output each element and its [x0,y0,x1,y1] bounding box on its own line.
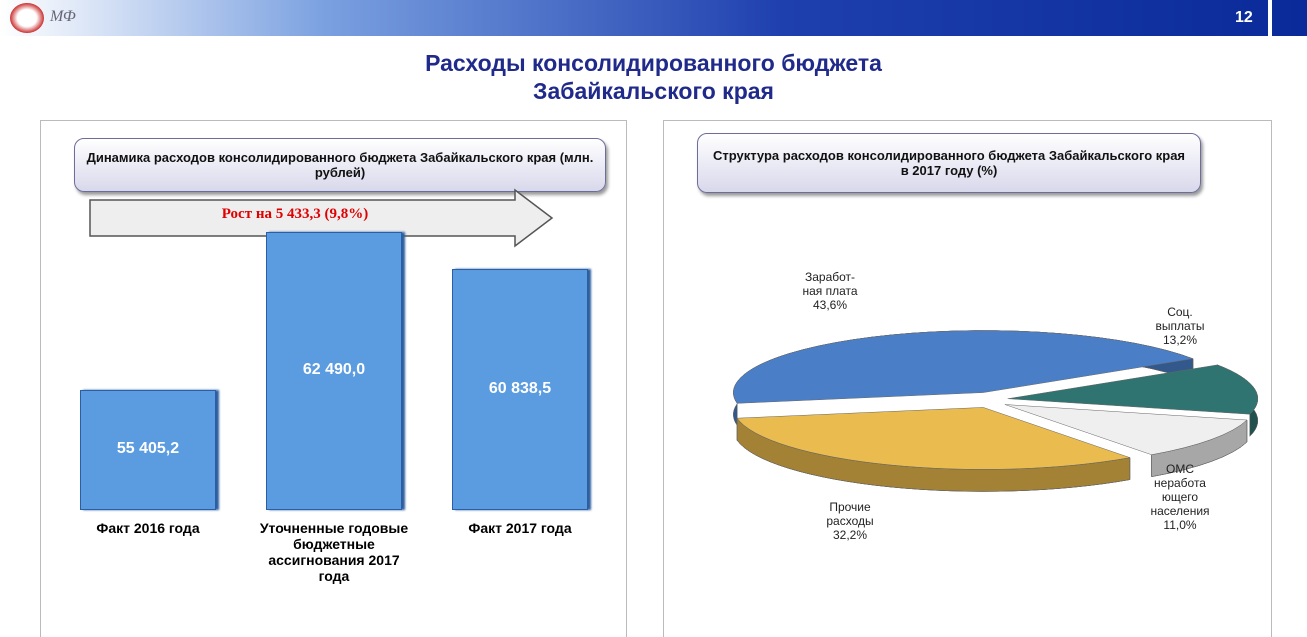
x-tick-label: Факт 2016 года [96,520,200,536]
slice-label: Заработ- ная плата [802,270,858,298]
chart-title: Структура расходов консолидированного бю… [697,133,1201,193]
slice-label: Прочие расходы [826,500,874,528]
page-number: 12 [1235,9,1253,26]
slide-title: Забайкальского края [533,78,774,104]
growth-arrow [89,188,554,248]
slide-title: Расходы консолидированного бюджета [425,50,882,76]
pie-slice [733,330,1194,427]
slice-value: 11,0% [1163,518,1197,532]
logo-text: МФ [50,8,76,25]
data-label: 62 490,0 [302,361,366,379]
x-tick-label: Уточненные годовые бюджетные ассигновани… [259,520,409,584]
header-stripe [1268,0,1272,36]
annotation: Рост на 5 433,3 (9,8%) [221,206,369,222]
bar [452,269,588,510]
logo [10,3,44,33]
bar [80,389,216,510]
pie-slice [1004,404,1248,478]
header-bar [0,0,1307,36]
pie-slice [736,407,1131,492]
data-label: 60 838,5 [488,379,552,397]
pie-slice [1007,364,1259,437]
x-tick-label: Факт 2017 года [468,520,572,536]
chart-title: Динамика расходов консолидированного бюд… [74,138,606,192]
slice-label: Соц. выплаты [1155,305,1205,333]
slice-value: 13,2% [1162,333,1198,347]
data-label: 55 405,2 [116,439,180,457]
slice-value: 43,6% [812,298,848,312]
bar [266,232,402,510]
slice-value: 32,2% [832,528,868,542]
slice-label: ОМС неработа ющего населения [1150,462,1210,518]
